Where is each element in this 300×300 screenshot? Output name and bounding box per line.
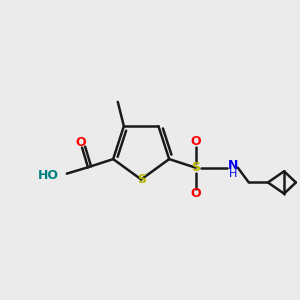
Text: O: O <box>190 188 201 200</box>
Text: S: S <box>191 161 200 174</box>
Text: H: H <box>229 169 237 178</box>
Text: N: N <box>228 159 238 172</box>
Text: S: S <box>137 173 146 186</box>
Text: O: O <box>75 136 86 149</box>
Text: HO: HO <box>38 169 58 182</box>
Text: O: O <box>190 135 201 148</box>
